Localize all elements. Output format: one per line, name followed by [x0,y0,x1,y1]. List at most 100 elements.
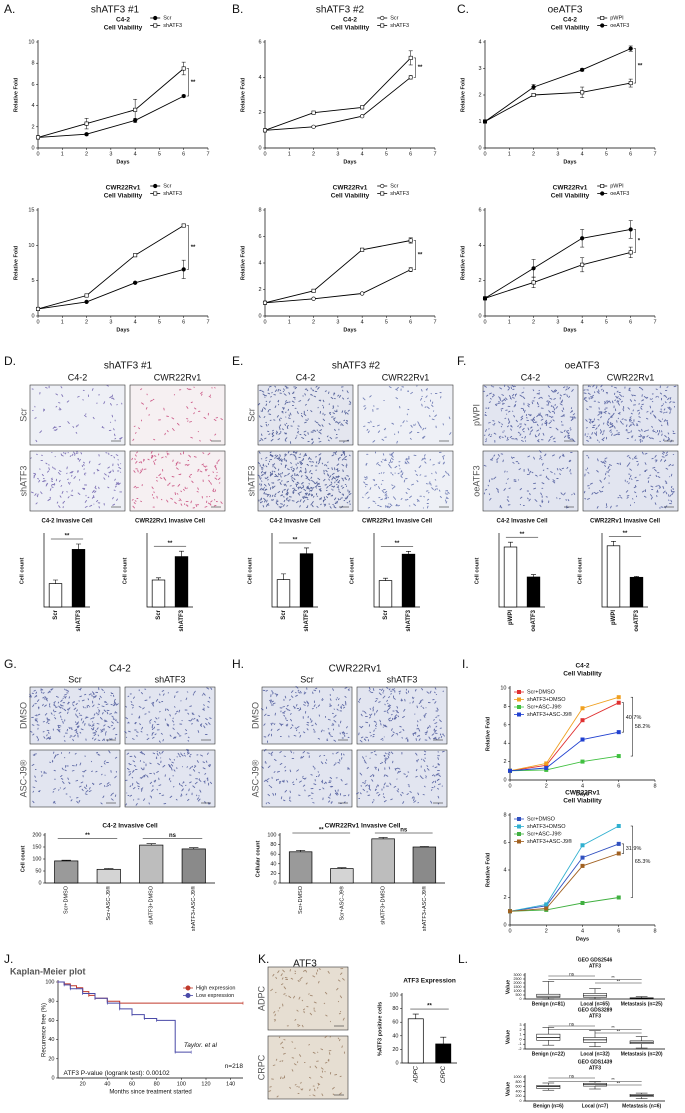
x-tick-label: 6 [182,151,185,157]
panel-label: B. [232,2,243,16]
chart-title: C4-2 Invasive Cell [496,519,547,525]
marker [35,135,40,140]
micrograph-cells [257,450,352,509]
y-axis-label: Relative Fold [13,78,19,112]
annotation: ns [400,828,408,834]
y-axis-label: Relative Fold [13,246,19,280]
y-tick-label: 600 [516,1085,522,1089]
y-tick-label: 150 [32,844,41,850]
y-axis-label: Value [505,1082,511,1096]
micrograph-cells [31,384,123,443]
series-line [509,702,619,772]
annotation: 40.7% [626,715,642,721]
y-tick-label: 20 [270,871,276,877]
series-line [264,57,412,131]
y-tick-label: 0 [520,997,522,1001]
marker [580,67,585,72]
column-label: CWR22Rv1 [382,372,430,382]
marker [360,247,365,252]
bracket [186,225,189,270]
marker [580,718,585,723]
y-tick-label: 40 [392,1033,398,1039]
legend-symbol [516,831,521,836]
y-axis-label: Relative Fold [460,246,466,280]
x-tick-label: 6 [617,928,620,934]
chart-title: C4-2 Invasive Cell [102,823,157,830]
error-bar [75,543,82,550]
x-tick-label: 2 [532,151,535,157]
legend-symbol [600,191,605,196]
series-line [484,251,631,299]
bracket [630,696,633,757]
x-tick-label: 2 [545,783,548,789]
legend-label: High expression [196,985,235,991]
series-line [264,76,411,131]
legend-symbol [153,23,158,28]
annotation: ** [617,1081,621,1086]
x-tick-label: 6 [409,319,412,325]
bracket [413,240,416,270]
row-label: ASC-J9® [250,759,260,797]
micrograph [356,749,448,808]
x-tick-label: 4 [581,319,584,325]
row-label: shATF3 [18,466,28,497]
panel-title: CWR22Rv1 [329,664,382,675]
bar [96,868,121,884]
x-axis-label: Days [576,936,589,942]
marker [133,107,138,112]
error-bar [146,843,156,846]
y-tick-label: 1500 [514,985,522,989]
y-tick-label: 8 [258,207,261,213]
x-tick-label: ADPC [413,1065,419,1083]
x-tick-label: pWPI [611,610,617,625]
row-label: DMSO [250,702,260,729]
marker [628,227,633,232]
marker [531,84,536,90]
annotation: ns [569,1074,575,1079]
bar [629,576,644,608]
error-bar [189,847,199,849]
annotation: ** [191,245,196,251]
chart-subtitle: Cell Viability [551,193,590,200]
x-tick-label: 3 [336,151,339,157]
y-tick-label: 10 [28,39,34,45]
bracket [630,825,633,898]
chart-title: C4-2 [563,17,577,24]
x-tick-label: 40 [104,1081,110,1087]
annotation: ** [520,532,525,538]
series-line [264,269,411,304]
marker [311,124,316,129]
micrograph-cells [30,451,123,509]
y-tick-label: 60 [270,852,276,858]
bar [181,848,206,884]
annotation: ** [65,534,70,540]
axes [264,208,435,317]
bar [330,868,354,884]
annotation: ** [611,1077,615,1082]
x-tick-label: 2 [85,319,88,325]
annotation: ATF3 P-value (logrank test): 0.00102 [64,1070,170,1077]
y-tick-label: 6 [503,722,506,728]
x-tick-label: 4 [134,319,137,325]
marker [628,81,633,86]
x-tick-label: 6 [629,151,632,157]
y-tick-label: 3 [478,66,481,72]
legend-label: Scr [390,183,398,189]
marker [580,855,585,860]
error-bar [296,850,306,852]
y-tick-label: 2500 [514,977,522,981]
y-tick-label: 1 [520,1033,522,1037]
marker [408,55,413,60]
y-axis-label: Relative Fold [460,78,466,112]
chart-subtitle: ATF3 [589,1013,601,1019]
legend-symbol [185,992,191,998]
y-tick-label: 0 [395,1060,398,1066]
y-axis-label: Cell count [122,558,128,585]
annotation: ** [638,63,643,69]
legend-symbol [153,183,158,189]
marker [507,768,512,773]
panel-label: I. [462,657,469,671]
bar [71,549,86,608]
x-axis-label: Days [563,159,576,165]
legend-symbol [600,15,605,20]
